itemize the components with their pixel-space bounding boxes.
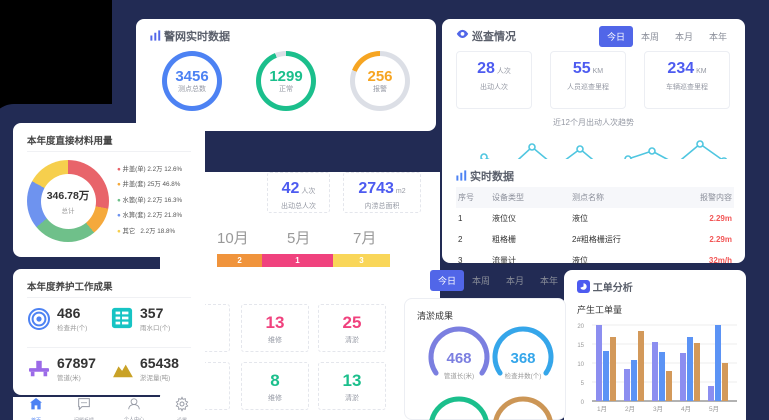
svg-text:1月: 1月 [597,405,607,413]
svg-text:20: 20 [577,324,584,330]
svg-text:5月: 5月 [709,405,719,413]
svg-text:4月: 4月 [681,405,691,413]
svg-text:10: 10 [577,362,584,368]
svg-text:3月: 3月 [653,405,663,413]
svg-text:5: 5 [581,381,585,387]
svg-text:368: 368 [510,350,535,367]
svg-text:468: 468 [446,350,471,367]
svg-text:管道长(米): 管道长(米) [444,371,474,380]
svg-text:检查井数(个): 检查井数(个) [505,371,542,380]
svg-text:15: 15 [577,343,584,349]
svg-text:0: 0 [581,400,585,406]
svg-text:2月: 2月 [625,405,635,413]
